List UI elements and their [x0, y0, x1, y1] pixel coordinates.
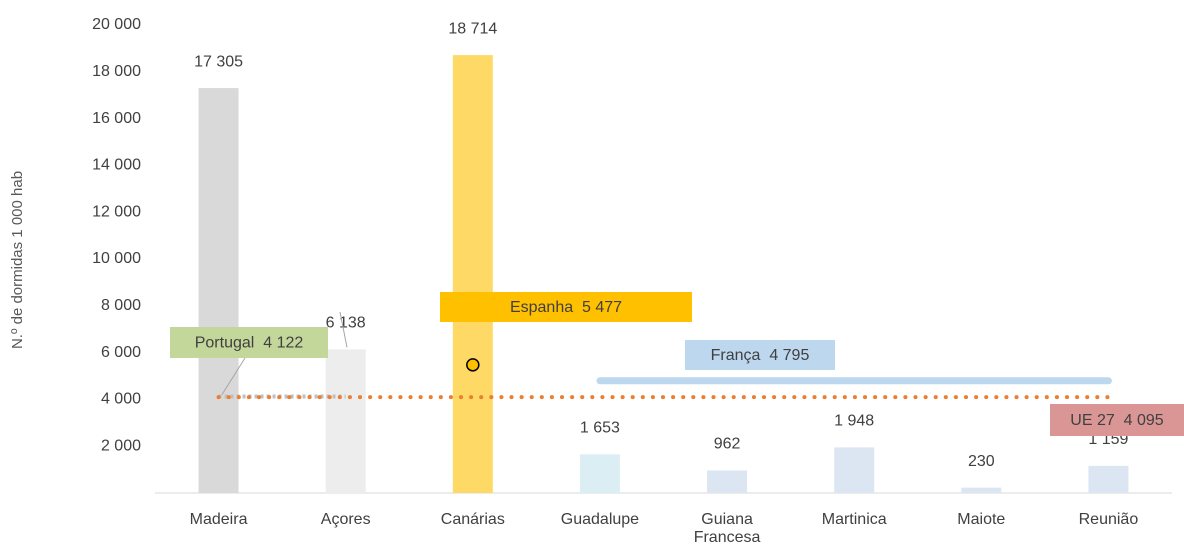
- bar: [579, 454, 620, 493]
- x-tick-label: Guadalupe: [561, 511, 639, 528]
- value-label: 1 653: [580, 420, 620, 437]
- y-tick-label: 10 000: [92, 250, 141, 267]
- label-box: [440, 292, 692, 322]
- value-label: 6 138: [326, 315, 366, 332]
- x-tick-label: Guiana Francesa: [694, 511, 761, 546]
- bar: [707, 470, 748, 493]
- y-tick-label: 18 000: [92, 63, 141, 80]
- reference-label: França 4 795: [711, 347, 810, 364]
- y-tick-label: 2 000: [101, 437, 141, 454]
- y-tick-label: 14 000: [92, 157, 141, 174]
- value-label: 962: [714, 436, 741, 453]
- reference-label: UE 27 4 095: [1070, 412, 1164, 429]
- leader-line: [221, 357, 246, 395]
- value-label: 1 948: [834, 413, 874, 430]
- x-tick-label-line: Guadalupe: [561, 511, 639, 528]
- bar: [198, 88, 239, 494]
- reference-label: Portugal 4 122: [195, 335, 304, 352]
- y-tick-label: 6 000: [101, 344, 141, 361]
- value-label: 17 305: [194, 53, 243, 70]
- y-tick-label: 12 000: [92, 203, 141, 220]
- value-label: 18 714: [448, 20, 497, 37]
- bar: [1088, 465, 1129, 493]
- label-box: [1050, 404, 1184, 436]
- reference-marker: [466, 358, 480, 372]
- x-tick-label-line: Canárias: [441, 511, 505, 528]
- x-tick-label: Canárias: [441, 511, 505, 528]
- bar: [325, 349, 366, 493]
- x-tick-label-line: Francesa: [694, 529, 761, 546]
- x-tick-label: Reunião: [1079, 511, 1139, 528]
- bar: [452, 55, 493, 493]
- x-tick-label-line: Martinica: [822, 511, 887, 528]
- label-box: [170, 327, 328, 358]
- bar: [961, 487, 1002, 493]
- y-axis-title: N.º de dormidas 1 000 hab: [9, 171, 26, 349]
- reference-label: Espanha 5 477: [510, 299, 622, 316]
- y-tick-label: 16 000: [92, 110, 141, 127]
- x-tick-label-line: Reunião: [1079, 511, 1139, 528]
- x-tick-label: Madeira: [190, 511, 248, 528]
- x-tick-label: Açores: [321, 511, 371, 528]
- x-tick-label-line: Açores: [321, 511, 371, 528]
- y-tick-label: 20 000: [92, 16, 141, 33]
- leader-line: [339, 311, 348, 348]
- x-tick-label: Martinica: [822, 511, 887, 528]
- bar: [834, 447, 875, 493]
- x-tick-label-line: Madeira: [190, 511, 248, 528]
- x-tick-label: Maiote: [957, 511, 1005, 528]
- label-box: [685, 340, 835, 370]
- y-tick-label: 4 000: [101, 391, 141, 408]
- x-tick-label-line: Guiana: [701, 511, 753, 528]
- value-label: 230: [968, 453, 995, 470]
- x-tick-label-line: Maiote: [957, 511, 1005, 528]
- y-tick-label: 8 000: [101, 297, 141, 314]
